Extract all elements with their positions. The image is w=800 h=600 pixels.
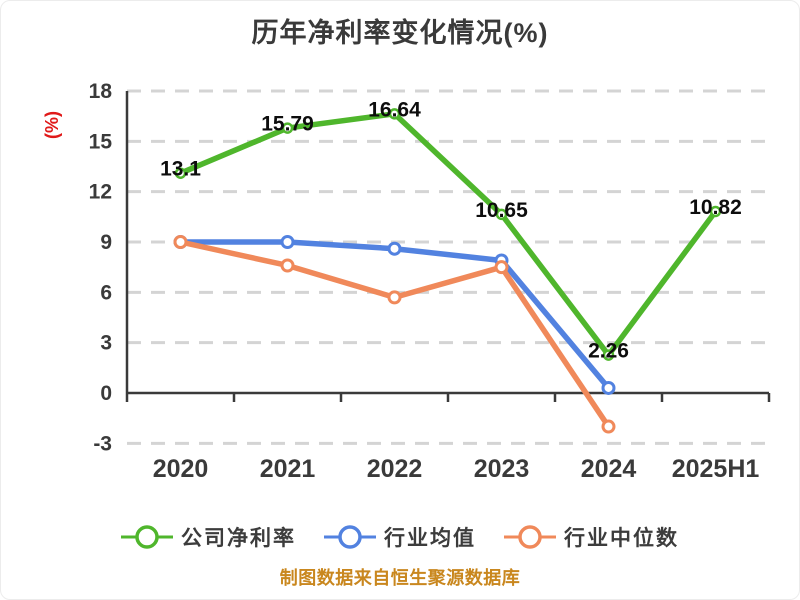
y-tick-label: 0 xyxy=(100,382,112,405)
data-point-marker xyxy=(174,167,187,179)
legend-label: 公司净利率 xyxy=(181,527,296,550)
data-point-label: 10.82 xyxy=(689,196,742,219)
series-line xyxy=(177,239,612,391)
y-tick-label: 9 xyxy=(100,231,112,254)
y-tick-label: 18 xyxy=(89,80,113,103)
data-point-marker xyxy=(280,258,295,273)
x-tick-label: 2025H1 xyxy=(672,455,760,483)
data-point-marker xyxy=(495,208,508,221)
data-point-label: 16.64 xyxy=(368,98,421,121)
x-tick-label: 2023 xyxy=(474,455,530,483)
data-point-marker xyxy=(281,122,294,134)
legend-marker-icon xyxy=(121,525,173,549)
y-tick-label: 15 xyxy=(89,130,113,153)
data-point-marker xyxy=(602,349,615,361)
legend-marker-icon xyxy=(324,525,376,549)
x-tick-label: 2020 xyxy=(153,455,209,483)
legend-marker-icon xyxy=(504,525,556,549)
legend-item-industry-mean[interactable]: 行业均值 xyxy=(324,522,476,552)
data-point-label: 13.1 xyxy=(160,158,201,181)
series-0 xyxy=(174,108,722,361)
axes xyxy=(125,91,771,402)
data-point-marker xyxy=(388,108,401,120)
data-point-marker xyxy=(280,235,295,249)
chart-legend: 公司净利率 行业均值 行业中位数 xyxy=(1,522,799,552)
y-axis-unit-label: (%) xyxy=(42,111,62,139)
chart-title: 历年净利率变化情况(%) xyxy=(251,18,549,48)
legend-label: 行业中位数 xyxy=(564,527,679,550)
y-tick-label: 12 xyxy=(89,181,112,204)
series-2 xyxy=(173,235,616,434)
legend-item-industry-median[interactable]: 行业中位数 xyxy=(504,522,679,552)
legend-label: 行业均值 xyxy=(384,527,476,550)
y-tick-label: 6 xyxy=(100,281,112,304)
data-source-note: 制图数据来自恒生聚源数据库 xyxy=(279,568,521,588)
data-point-marker xyxy=(173,235,188,249)
data-point-label: 2.26 xyxy=(588,340,629,363)
y-tick-label: -3 xyxy=(93,432,112,455)
x-tick-label: 2022 xyxy=(367,455,423,483)
series-line xyxy=(177,111,719,358)
data-point-marker xyxy=(601,380,616,395)
data-point-marker xyxy=(494,260,509,275)
y-tick-label: 3 xyxy=(100,332,112,355)
series-1 xyxy=(173,235,616,395)
data-point-label: 10.65 xyxy=(475,199,528,222)
legend-item-company-net-margin[interactable]: 公司净利率 xyxy=(121,522,296,552)
x-tick-label: 2024 xyxy=(581,455,637,483)
data-point-marker xyxy=(387,241,402,256)
data-point-marker xyxy=(601,419,616,434)
data-point-marker xyxy=(387,290,402,305)
data-point-marker xyxy=(709,205,722,218)
data-point-label: 15.79 xyxy=(261,113,314,136)
x-tick-label: 2021 xyxy=(260,455,316,483)
